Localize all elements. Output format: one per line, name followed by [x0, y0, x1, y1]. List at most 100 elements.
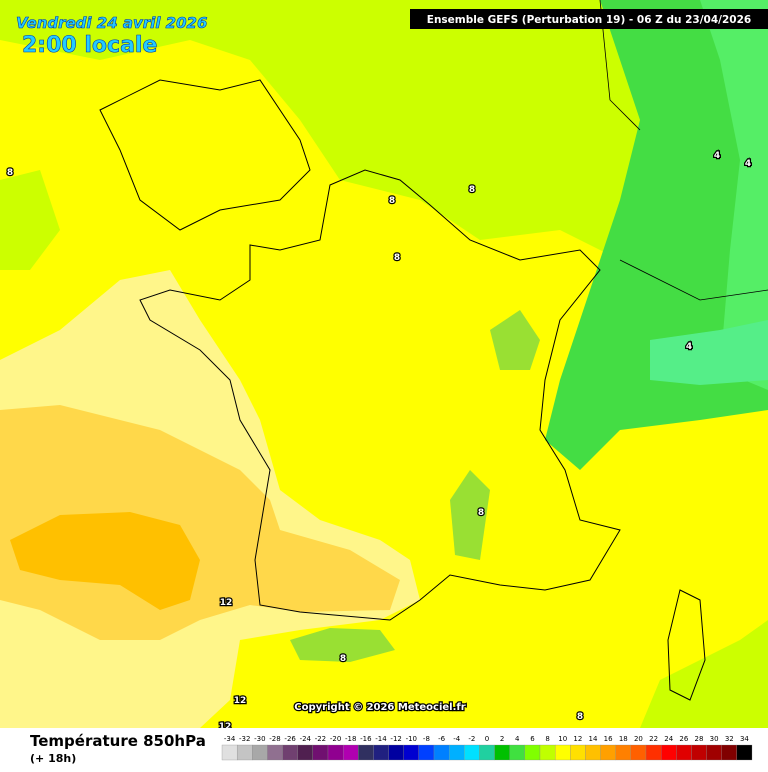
scale-label: -12 — [390, 735, 401, 743]
contour-label: 8 — [340, 654, 346, 664]
zone-8-10 — [640, 620, 768, 728]
zone-6-8 — [490, 310, 540, 370]
zone-8-10 — [0, 0, 768, 300]
scale-label: -20 — [330, 735, 341, 743]
scale-label: 2 — [500, 735, 504, 743]
lead-time: (+ 18h) — [30, 752, 76, 765]
scale-swatch — [403, 744, 420, 761]
zone-8-10 — [0, 170, 60, 270]
contour-label: 4 — [745, 159, 751, 169]
scale-swatch — [342, 744, 359, 761]
scale-swatch — [388, 744, 404, 761]
zone-6-8 — [290, 628, 395, 662]
coastline — [139, 169, 621, 621]
run-box — [410, 9, 768, 29]
scale-label: -6 — [438, 735, 446, 743]
scale-swatch — [448, 744, 465, 761]
zone-6-8 — [450, 470, 490, 560]
contour-label: 12 — [234, 696, 247, 706]
scale-label: -4 — [453, 735, 461, 743]
scale-label: -18 — [345, 735, 356, 743]
scale-label: 18 — [619, 735, 628, 743]
scale-label: 0 — [485, 735, 489, 743]
scale-swatch — [358, 744, 374, 761]
local-time: 2:00 locale — [22, 33, 157, 58]
scale-swatch — [645, 744, 662, 761]
scale-label: -8 — [423, 735, 430, 743]
scale-swatch — [585, 744, 601, 761]
contour-label: 4 — [714, 151, 720, 161]
scale-swatch — [297, 744, 314, 761]
scale-label: 12 — [573, 735, 582, 743]
scale-label: 28 — [695, 735, 704, 743]
scale-swatch — [464, 744, 480, 761]
scale-swatch — [539, 744, 556, 761]
scale-swatch — [479, 744, 495, 761]
scale-label: 8 — [545, 735, 549, 743]
contour-label: 12 — [220, 598, 233, 608]
scale-label: -30 — [254, 735, 265, 743]
contour-label: 8 — [7, 168, 13, 178]
scale-label: -16 — [360, 735, 372, 743]
scale-label: 20 — [634, 735, 643, 743]
scale-swatch — [721, 744, 738, 761]
contour-label: 8 — [577, 712, 583, 722]
scale-label: -24 — [300, 735, 312, 743]
scale-swatch — [267, 744, 283, 761]
date: Vendredi 24 avril 2026 — [16, 14, 207, 32]
scale-label: -10 — [406, 735, 417, 743]
coastline — [667, 589, 706, 701]
scale-label: -32 — [239, 735, 250, 743]
scale-swatch — [524, 744, 541, 761]
scale-swatch — [600, 744, 616, 761]
scale-swatch — [327, 744, 344, 761]
color-scale: -34 -32 -30 -28 -26 -24 -22 -20 -18 -16 -14 -12 -10-… — [221, 735, 753, 761]
copyright: Copyright © 2026 Meteociel.fr — [294, 702, 465, 713]
scale-label: -28 — [269, 735, 280, 743]
contour-label: 8 — [469, 185, 475, 195]
scale-swatch — [615, 744, 632, 761]
scale-swatch — [509, 744, 526, 761]
scale-swatch — [691, 744, 707, 761]
contour-label: 8 — [394, 253, 400, 263]
contour-label: 4 — [686, 342, 692, 352]
scale-swatch — [373, 744, 389, 761]
scale-swatch — [312, 744, 329, 761]
scale-label: 30 — [710, 735, 719, 743]
scale-swatch — [418, 744, 435, 761]
scale-label: 34 — [740, 735, 749, 743]
coastline — [99, 79, 311, 231]
scale-swatch — [570, 744, 586, 761]
scale-label: -22 — [315, 735, 326, 743]
scale-label: -26 — [284, 735, 296, 743]
scale-label: -2 — [468, 735, 475, 743]
scale-label: 10 — [558, 735, 567, 743]
scale-label: 4 — [515, 735, 520, 743]
scale-swatch — [554, 744, 571, 761]
scale-label: 14 — [589, 735, 598, 743]
scale-swatch — [630, 744, 647, 761]
scale-label: 32 — [725, 735, 734, 743]
contour-label: 8 — [389, 196, 395, 206]
scale-swatch — [236, 744, 253, 761]
contour-label: 8 — [478, 508, 484, 518]
scale-swatch — [494, 744, 510, 761]
scale-swatch — [660, 744, 677, 761]
scale-swatch — [282, 744, 298, 761]
scale-swatch — [706, 744, 722, 761]
border — [599, 0, 768, 301]
scale-swatch — [433, 744, 450, 761]
scale-label: 16 — [604, 735, 613, 743]
legend-title: Température 850hPa — [30, 732, 206, 750]
scale-swatch — [252, 744, 268, 761]
scale-label: 22 — [649, 735, 658, 743]
zone-2-4 — [650, 320, 768, 385]
scale-label: -34 — [224, 735, 236, 743]
scale-label: 24 — [664, 735, 673, 743]
scale-label: -14 — [375, 735, 387, 743]
scale-label: 6 — [530, 735, 535, 743]
scale-swatch — [736, 744, 753, 761]
scale-swatch — [676, 744, 692, 761]
